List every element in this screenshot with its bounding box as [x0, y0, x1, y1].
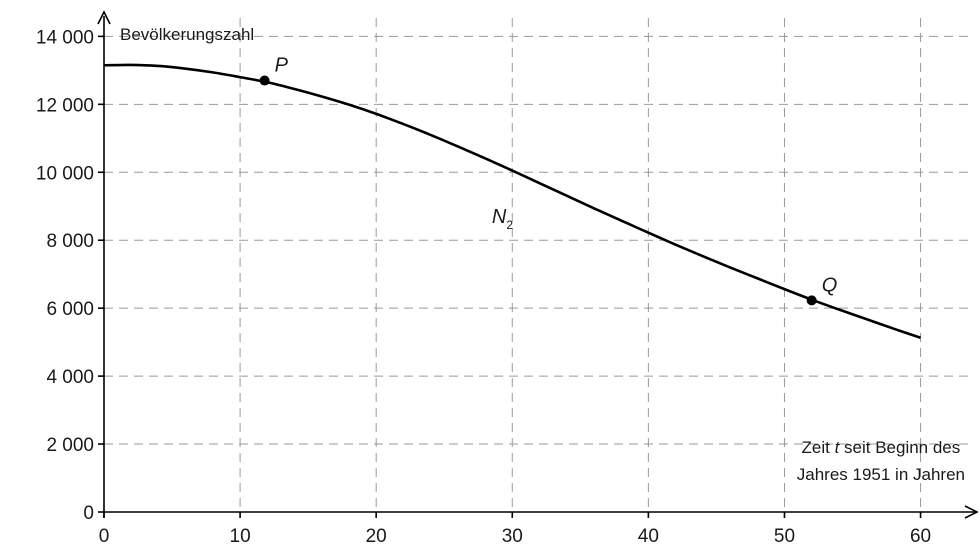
series-line-n2 — [103, 63, 921, 339]
point-p — [259, 75, 270, 86]
x-tick-label: 60 — [910, 526, 931, 547]
x-tick-label: 20 — [366, 526, 387, 547]
y-tick-label: 6 000 — [46, 299, 94, 320]
series-label-n2: N2 — [492, 206, 513, 232]
y-tick-label: 0 — [83, 503, 94, 524]
point-label-q: Q — [822, 274, 838, 296]
y-tick-label: 10 000 — [36, 163, 94, 184]
y-tick-label: 4 000 — [46, 367, 94, 388]
x-tick-label: 50 — [774, 526, 795, 547]
x-axis-label-line1: Zeit t seit Beginn des — [802, 438, 961, 457]
y-tick-label: 2 000 — [46, 435, 94, 456]
y-tick-label: 14 000 — [36, 27, 94, 48]
y-axis-label: Bevölkerungszahl — [120, 25, 254, 44]
tick-labels: 0 10 20 30 40 50 60 0 2 000 4 000 6 000 8 000 10 000… — [36, 27, 931, 547]
y-tick-label: 8 000 — [46, 231, 94, 252]
series: N2 — [103, 63, 921, 339]
y-tick-label: 12 000 — [36, 95, 94, 116]
point-label-p: P — [275, 55, 289, 77]
x-tick-label: 0 — [99, 526, 110, 547]
x-axis-label: Zeit t seit Beginn des Jahres 1951 in Ja… — [797, 438, 965, 484]
y-axis-arrow — [97, 10, 111, 25]
point-q — [806, 295, 817, 306]
marked-points: PQ — [259, 55, 838, 306]
grid-lines — [104, 18, 969, 512]
x-tick-label: 40 — [638, 526, 659, 547]
x-tick-label: 10 — [230, 526, 251, 547]
x-tick-label: 30 — [502, 526, 523, 547]
x-axis-arrow — [964, 505, 979, 519]
x-axis-label-line2: Jahres 1951 in Jahren — [797, 465, 965, 484]
axes — [97, 10, 979, 519]
